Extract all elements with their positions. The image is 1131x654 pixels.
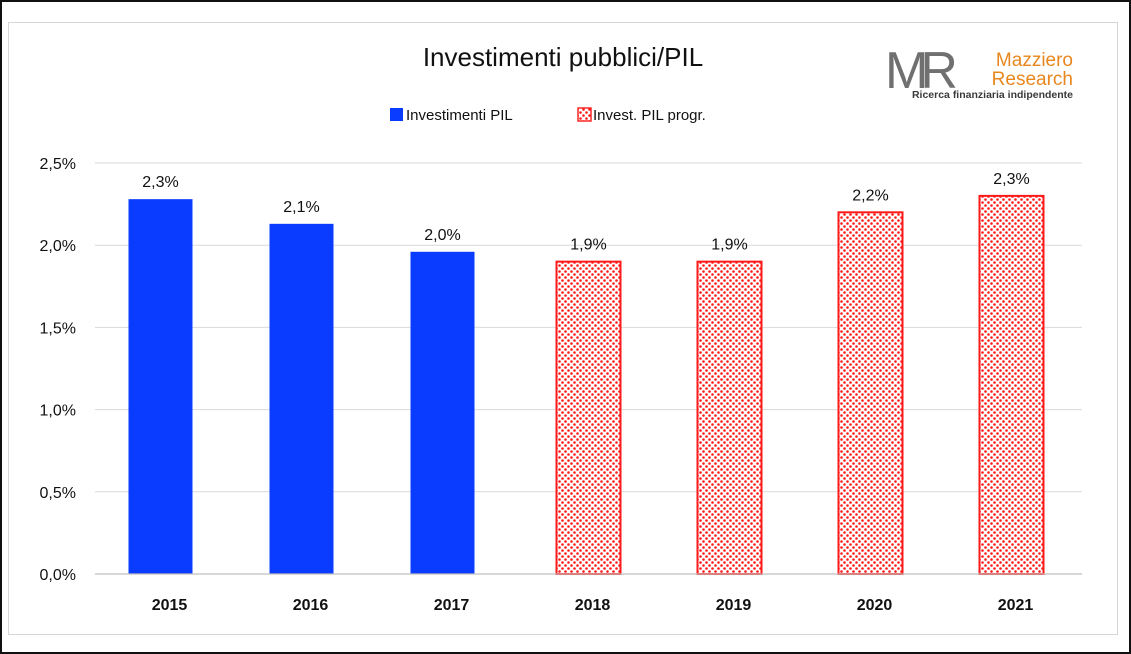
y-tick-label: 0,5%	[40, 485, 76, 502]
legend-swatch-planned	[577, 107, 592, 122]
mazziero-research-logo: MR Mazziero Research Ricerca finanziaria…	[885, 42, 1073, 101]
x-tick-label: 2019	[716, 597, 752, 614]
bar-invest-pil-progr	[978, 194, 1045, 575]
data-label: 2,3%	[142, 174, 178, 191]
data-labels: 2,3% 2,1% 2,0% 1,9% 1,9% 2,2% 2,3%	[142, 171, 1029, 254]
y-tick-label: 1,0%	[40, 403, 76, 420]
x-tick-label: 2016	[293, 597, 329, 614]
legend-label-actual: Investimenti PIL	[406, 107, 513, 124]
logo-name-line1: Mazziero	[996, 50, 1073, 71]
bar-investimenti-pil	[410, 251, 475, 574]
data-label: 2,1%	[283, 199, 319, 216]
bar-invest-pil-progr	[555, 260, 622, 575]
data-label: 2,0%	[424, 227, 460, 244]
y-tick-label: 0,0%	[40, 567, 76, 584]
data-label: 1,9%	[570, 237, 606, 254]
bar-investimenti-pil	[128, 199, 193, 574]
y-tick-label: 2,0%	[40, 238, 76, 255]
logo-name-line2: Research	[992, 69, 1073, 90]
x-tick-label: 2015	[152, 597, 188, 614]
bar-invest-pil-progr	[837, 211, 904, 575]
x-tick-label: 2021	[998, 597, 1034, 614]
x-tick-label: 2018	[575, 597, 611, 614]
y-tick-label: 1,5%	[40, 320, 76, 337]
bar-invest-pil-progr	[696, 260, 763, 575]
chart-title: Investimenti pubblici/PIL	[423, 42, 703, 72]
legend-swatch-actual	[390, 108, 403, 121]
x-tick-label: 2020	[857, 597, 893, 614]
y-axis-ticks: 0,0% 0,5% 1,0% 1,5% 2,0% 2,5%	[40, 156, 76, 584]
x-tick-label: 2017	[434, 597, 470, 614]
legend-label-planned: Invest. PIL progr.	[593, 107, 706, 124]
bar-investimenti-pil	[269, 223, 334, 574]
legend: Investimenti PIL Invest. PIL progr.	[390, 107, 706, 124]
data-label: 2,2%	[852, 187, 888, 204]
y-tick-label: 2,5%	[40, 156, 76, 173]
bars	[128, 194, 1045, 575]
x-axis-ticks: 2015 2016 2017 2018 2019 2020 2021	[152, 597, 1034, 614]
data-label: 1,9%	[711, 237, 747, 254]
data-label: 2,3%	[993, 171, 1029, 188]
logo-tagline: Ricerca finanziaria indipendente	[912, 89, 1073, 101]
